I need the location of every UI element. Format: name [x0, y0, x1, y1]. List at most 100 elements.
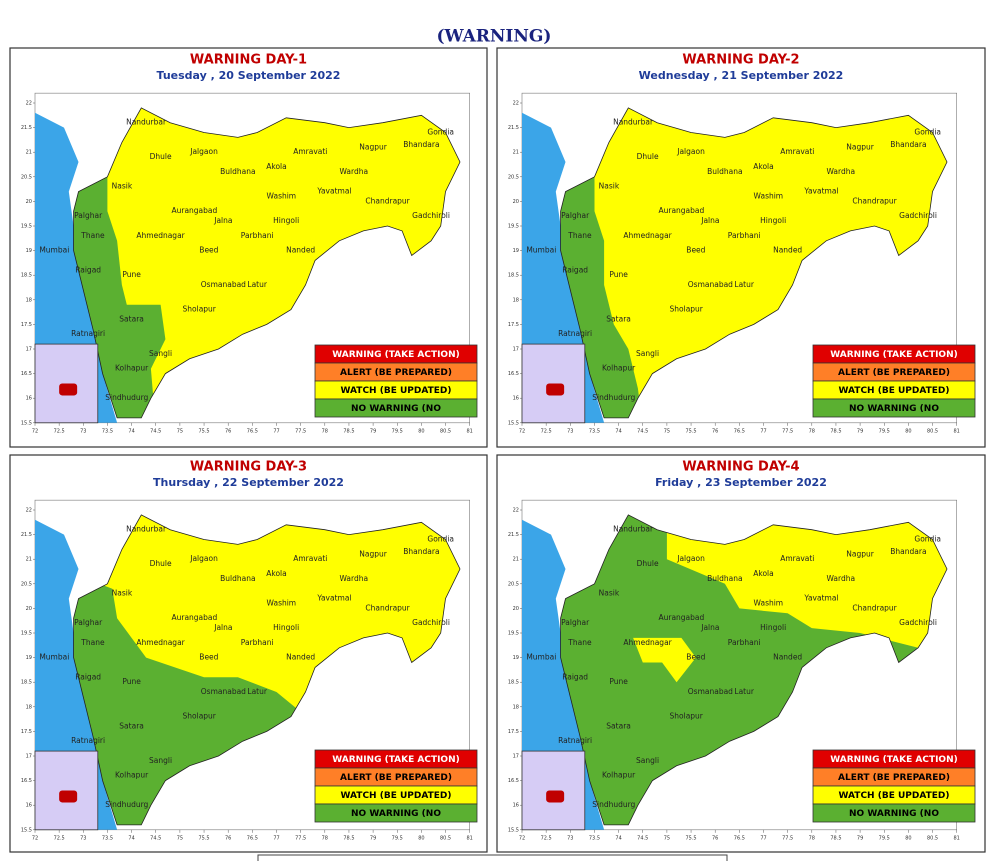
- lon-tick-label: 81: [467, 428, 473, 434]
- district-label: Nanded: [286, 246, 315, 255]
- district-label: Nasik: [599, 589, 620, 598]
- panel-date: Tuesday , 20 September 2022: [157, 69, 341, 82]
- lat-tick-label: 17.5: [21, 729, 32, 735]
- district-label: Bhandara: [403, 140, 439, 149]
- lon-tick-label: 80.5: [927, 428, 938, 434]
- district-label: Wardha: [339, 167, 368, 176]
- district-label: Chandrapur: [365, 196, 410, 205]
- district-label: Aurangabad: [658, 206, 704, 215]
- lon-tick-label: 77: [273, 835, 279, 841]
- lat-tick-label: 17: [513, 347, 519, 353]
- district-label: Sangli: [149, 756, 172, 765]
- panel-title: WARNING DAY-2: [682, 53, 799, 68]
- lon-tick-label: 74: [128, 835, 134, 841]
- lon-tick-label: 79: [370, 428, 376, 434]
- state-outline: [560, 514, 948, 826]
- district-label: Gondia: [427, 128, 454, 137]
- district-label: Mumbai: [39, 246, 69, 255]
- lat-tick-label: 20: [513, 199, 519, 205]
- lat-tick-label: 16: [26, 396, 32, 402]
- district-label: Ahmednagar: [623, 231, 672, 240]
- lat-tick-label: 18.5: [508, 680, 519, 686]
- district-label: Chandrapur: [365, 603, 410, 612]
- lon-tick-label: 73.5: [589, 835, 600, 841]
- district-label: Nandurbar: [126, 525, 167, 534]
- lon-tick-label: 80: [418, 428, 424, 434]
- legend-label: ALERT (BE PREPARED): [838, 368, 950, 378]
- district-label: Sindhudurg: [105, 393, 148, 402]
- district-label: Pune: [609, 677, 628, 686]
- lon-tick-label: 72: [519, 428, 525, 434]
- inset-state: [546, 383, 565, 396]
- inset-map: [521, 750, 586, 831]
- district-label: Hingoli: [273, 623, 299, 632]
- panel-title: WARNING DAY-1: [190, 53, 307, 68]
- district-label: Buldhana: [220, 574, 255, 583]
- district-label: Yavatmal: [316, 594, 351, 603]
- lat-tick-label: 18.5: [21, 273, 32, 279]
- lat-tick-label: 16.5: [508, 778, 519, 784]
- district-label: Yavatmal: [316, 187, 351, 196]
- lon-tick-label: 76: [225, 835, 231, 841]
- lon-tick-label: 73.5: [102, 428, 113, 434]
- lon-tick-label: 81: [954, 428, 960, 434]
- district-label: Latur: [247, 280, 267, 289]
- district-label: Jalgaon: [676, 147, 705, 156]
- district-label: Dhule: [150, 559, 172, 568]
- district-label: Gondia: [914, 535, 941, 544]
- zone: [666, 514, 947, 658]
- district-label: Latur: [734, 280, 754, 289]
- legend-label: WARNING (TAKE ACTION): [830, 350, 957, 360]
- lon-tick-label: 78.5: [343, 428, 354, 434]
- district-label: Latur: [734, 687, 754, 696]
- lat-tick-label: 21.5: [21, 125, 32, 131]
- district-label: Osmanabad: [201, 687, 246, 696]
- lat-tick-label: 19: [513, 655, 519, 661]
- lon-tick-label: 75: [664, 428, 670, 434]
- lon-tick-label: 73.5: [589, 428, 600, 434]
- district-label: Jalna: [213, 216, 232, 225]
- lon-tick-label: 81: [954, 835, 960, 841]
- state-outline: [73, 514, 461, 826]
- district-label: Buldhana: [707, 167, 742, 176]
- district-label: Ahmednagar: [623, 638, 672, 647]
- lon-tick-label: 76.5: [734, 428, 745, 434]
- lat-tick-label: 20: [26, 199, 32, 205]
- lon-tick-label: 78: [809, 835, 815, 841]
- lat-tick-label: 21.5: [21, 532, 32, 538]
- district-label: Nagpur: [846, 142, 874, 151]
- district-label: Dhule: [637, 559, 659, 568]
- lon-tick-label: 78.5: [830, 835, 841, 841]
- lon-tick-label: 72.5: [54, 428, 65, 434]
- district-label: Nandurbar: [126, 118, 167, 127]
- lon-tick-label: 79.5: [392, 835, 403, 841]
- lon-tick-label: 72.5: [541, 428, 552, 434]
- district-label: Buldhana: [707, 574, 742, 583]
- district-label: Akola: [753, 162, 773, 171]
- district-label: Chandrapur: [852, 603, 897, 612]
- lon-tick-label: 78: [809, 428, 815, 434]
- lat-tick-label: 18: [26, 704, 32, 710]
- district-label: Jalna: [213, 623, 232, 632]
- lon-tick-label: 79: [857, 428, 863, 434]
- district-label: Gadchiroli: [899, 618, 937, 627]
- district-label: Chandrapur: [852, 196, 897, 205]
- lat-tick-label: 18: [513, 297, 519, 303]
- lat-tick-label: 19.5: [508, 631, 519, 637]
- lon-tick-label: 79: [370, 835, 376, 841]
- district-label: Raigad: [75, 265, 101, 274]
- lon-tick-label: 77: [273, 428, 279, 434]
- lon-tick-label: 80.5: [440, 835, 451, 841]
- district-label: Nanded: [773, 246, 802, 255]
- district-label: Sindhudurg: [592, 800, 635, 809]
- lon-tick-label: 76.5: [247, 428, 258, 434]
- district-label: Sangli: [636, 349, 659, 358]
- lat-tick-label: 19: [26, 248, 32, 254]
- district-label: Ratnagiri: [558, 736, 592, 745]
- district-label: Sholapur: [670, 712, 704, 721]
- district-label: Ratnagiri: [71, 736, 105, 745]
- district-label: Mumbai: [526, 246, 556, 255]
- lon-tick-label: 77: [760, 428, 766, 434]
- district-label: Bhandara: [403, 547, 439, 556]
